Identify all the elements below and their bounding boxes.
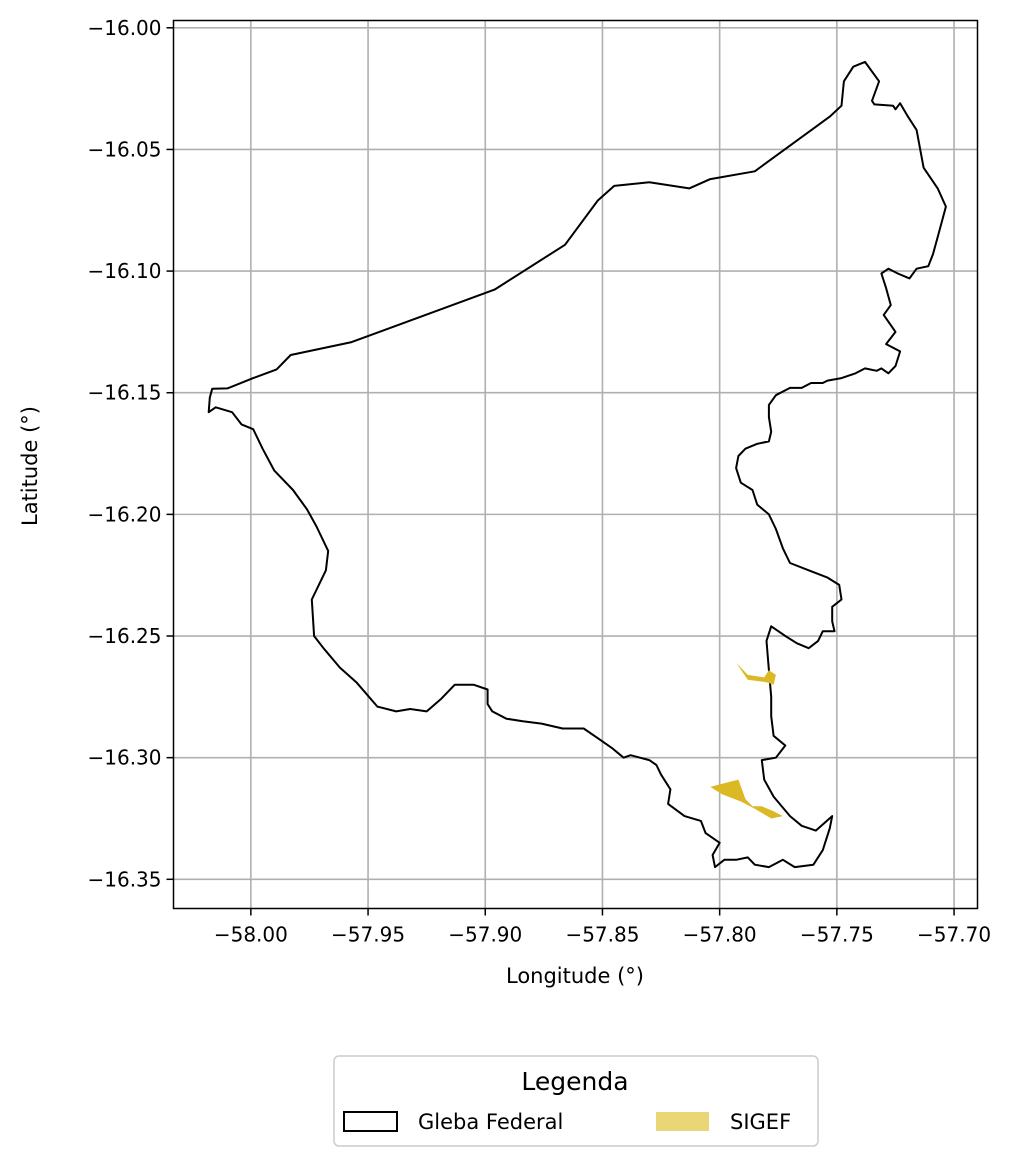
- y-tick-label: −16.30: [87, 746, 161, 770]
- legend-swatch-gleba-federal: [343, 1111, 398, 1132]
- grid-lines: [173, 20, 978, 909]
- legend: Legenda Gleba Federal SIGEF: [333, 1055, 819, 1147]
- data-layer: [207, 60, 947, 869]
- x-tick-label: −57.70: [917, 923, 991, 947]
- x-tick-label: −57.95: [331, 923, 405, 947]
- sigef-parcel: [710, 779, 783, 819]
- y-tick-label: −16.20: [87, 502, 161, 526]
- x-tick-label: −57.80: [683, 923, 757, 947]
- y-tick-label: −16.10: [87, 259, 161, 283]
- x-tick-labels: −58.00 −57.95 −57.90 −57.85 −57.80 −57.75 −57.…: [214, 923, 991, 947]
- x-tick-label: −57.90: [448, 923, 522, 947]
- legend-label-sigef: SIGEF: [730, 1110, 791, 1134]
- y-tick-label: −16.00: [87, 16, 161, 40]
- sigef-parcel: [736, 662, 776, 685]
- y-axis-label: Latitude (°): [18, 406, 42, 526]
- legend-swatch-sigef: [656, 1112, 709, 1131]
- x-tick-label: −57.75: [800, 923, 874, 947]
- legend-label-gleba-federal: Gleba Federal: [418, 1110, 563, 1134]
- plot-area-frame: [172, 19, 979, 910]
- x-tick-label: −57.85: [565, 923, 639, 947]
- y-tick-label: −16.05: [87, 137, 161, 161]
- legend-title: Legenda: [521, 1067, 628, 1096]
- y-tick-labels: −16.00 −16.05 −16.10 −16.15 −16.20 −16.25 −16.…: [87, 16, 161, 892]
- y-tick-label: −16.35: [87, 867, 161, 891]
- tick-marks: [166, 27, 955, 916]
- y-tick-label: −16.15: [87, 381, 161, 405]
- gleba-federal-boundary: [207, 60, 947, 869]
- y-tick-label: −16.25: [87, 624, 161, 648]
- x-tick-label: −58.00: [214, 923, 288, 947]
- x-axis-label: Longitude (°): [506, 964, 644, 988]
